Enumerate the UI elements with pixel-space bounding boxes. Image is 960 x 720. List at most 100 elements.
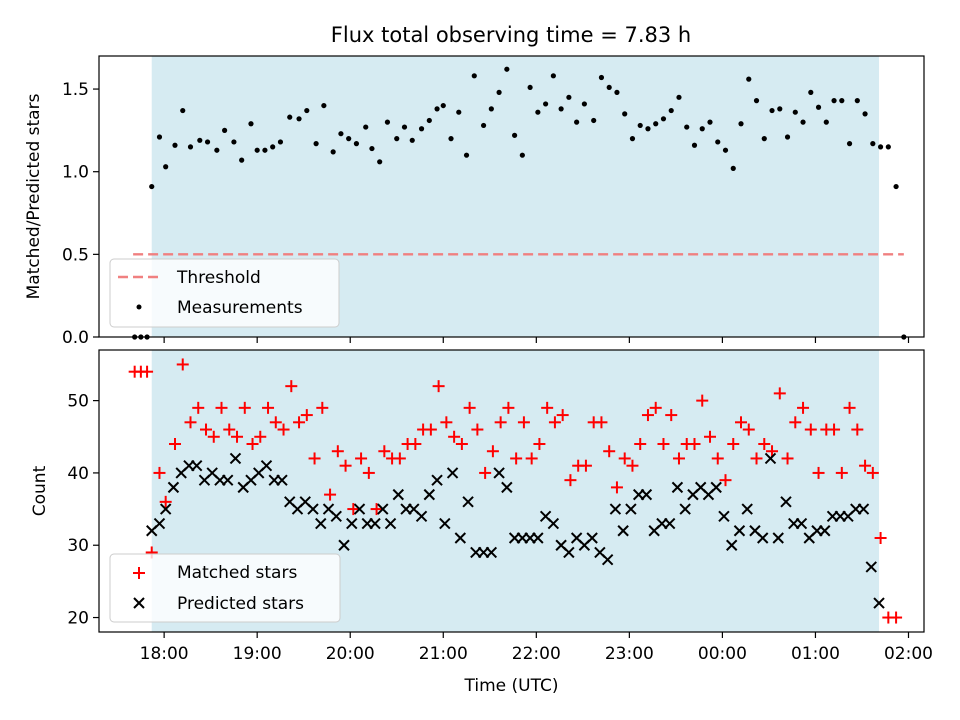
predicted-star-point (663, 517, 676, 530)
measurement-point (738, 121, 744, 127)
matched-star-point (618, 452, 631, 465)
measurement-point (566, 94, 572, 100)
matched-star-point (579, 459, 592, 472)
matched-star-point (851, 423, 864, 436)
matched-star-point (471, 423, 484, 436)
matched-star-point (347, 503, 360, 516)
top-legend: Threshold Measurements (109, 258, 340, 328)
matched-star-point (541, 401, 554, 414)
measurement-point (730, 165, 736, 171)
measurement-point (363, 124, 369, 130)
predicted-star-point (757, 532, 769, 544)
bottom-x-ticks: 18:00 19:00 20:00 21:00 22:00 23:00 00:00 01:00… (140, 632, 933, 664)
predicted-star-point (873, 597, 885, 609)
measurement-point (448, 136, 454, 142)
measurement-point (839, 98, 845, 104)
legend-measurements-swatch (136, 304, 142, 310)
bottom-xtick-label: 00:00 (698, 644, 747, 664)
measurement-point (800, 119, 806, 125)
bottom-xtick-label: 23:00 (605, 644, 654, 664)
matched-star-point (184, 416, 197, 429)
measurement-point (885, 144, 891, 150)
legend-matched-swatch (133, 567, 145, 579)
predicted-star-point (330, 510, 342, 523)
matched-star-point (781, 452, 794, 465)
bottom-axes-frame (98, 349, 925, 633)
measurement-point (535, 109, 541, 115)
measurement-point (753, 98, 760, 104)
measurement-point (471, 73, 477, 79)
bottom-xtick-label: 01:00 (791, 644, 840, 664)
predicted-star-point (586, 532, 598, 544)
measurement-points (132, 66, 907, 340)
matched-star-point (641, 409, 654, 422)
matched-star-point (293, 416, 306, 429)
matched-star-point (285, 380, 298, 393)
top-ytick-label: 0.0 (62, 328, 89, 348)
matched-star-point (564, 474, 577, 487)
predicted-star-point (625, 503, 637, 515)
measurement-point (699, 126, 705, 132)
matched-star-point (409, 438, 422, 450)
measurement-point (346, 136, 352, 142)
matched-star-point (238, 401, 251, 414)
measurement-point (637, 122, 643, 129)
predicted-star-point (679, 503, 691, 515)
matched-stars-points (128, 358, 903, 624)
measurement-point (614, 89, 620, 95)
measurement-point (187, 144, 194, 150)
measurement-point (384, 119, 391, 125)
top-ytick-label: 0.5 (62, 245, 89, 265)
measurement-point (862, 111, 868, 117)
matched-star-point (510, 452, 523, 465)
matched-star-point (804, 423, 817, 436)
matched-star-point (696, 394, 709, 407)
measurement-point (668, 107, 674, 114)
top-ytick-label: 1.0 (62, 163, 89, 183)
predicted-star-point (764, 452, 777, 465)
matched-star-point (812, 466, 825, 479)
predicted-star-point (353, 503, 366, 515)
bottom-xtick-label: 02:00 (884, 644, 933, 664)
measurement-point (463, 152, 470, 158)
bottom-xtick-label: 21:00 (419, 644, 468, 664)
matched-star-point (215, 401, 228, 414)
bottom-xtick-label: 22:00 (512, 644, 561, 664)
measurement-point (598, 74, 605, 81)
predicted-star-point (857, 503, 870, 515)
predicted-star-point (493, 467, 505, 479)
matched-star-point (742, 423, 755, 436)
measurement-point (831, 98, 837, 104)
matched-star-point (223, 423, 236, 436)
matched-star-point (603, 445, 616, 458)
matched-star-point (556, 409, 569, 422)
measurement-point (512, 132, 518, 138)
measurement-point (815, 104, 822, 110)
legend-measurements-label: Measurements (177, 298, 303, 318)
measurement-point (172, 142, 178, 148)
matched-star-point (200, 423, 213, 436)
bottom-y-ticks: 20 30 40 50 (67, 392, 99, 629)
matched-star-point (750, 452, 763, 465)
matched-star-point (424, 423, 437, 436)
predicted-star-point (725, 539, 738, 551)
matched-star-point (254, 430, 267, 443)
predicted-star-point (167, 481, 180, 494)
measurement-point (870, 141, 876, 147)
measurement-point (504, 66, 510, 72)
measurement-point (239, 157, 245, 163)
matched-star-point (758, 438, 771, 450)
matched-star-point (766, 445, 779, 458)
measurement-point (777, 106, 783, 112)
predicted-star-point (547, 517, 560, 530)
matched-star-point (649, 401, 662, 414)
measurement-point (591, 117, 597, 124)
top-x-ticks (163, 337, 910, 343)
measurement-point (543, 101, 549, 107)
top-ytick-label: 1.5 (62, 80, 89, 100)
measurement-point (377, 159, 383, 165)
matched-star-point (866, 466, 879, 479)
measurement-point (823, 119, 829, 125)
legend-threshold-label: Threshold (176, 268, 261, 288)
matched-star-point (463, 401, 476, 414)
